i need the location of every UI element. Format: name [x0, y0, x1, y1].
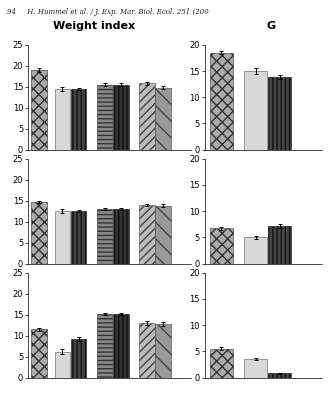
Bar: [113, 85, 129, 150]
Bar: [155, 88, 171, 150]
Bar: [210, 53, 233, 150]
Bar: [71, 211, 86, 264]
Bar: [139, 83, 155, 150]
Bar: [31, 202, 47, 264]
Text: Weight index: Weight index: [53, 21, 135, 31]
Bar: [210, 349, 233, 378]
Bar: [155, 324, 171, 378]
Bar: [54, 352, 70, 378]
Text: G: G: [266, 21, 275, 31]
Bar: [210, 228, 233, 264]
Bar: [97, 314, 113, 378]
Bar: [113, 209, 129, 264]
Text: 94     H. Hummel et al. / J. Exp. Mar. Biol. Ecol. 251 (200: 94 H. Hummel et al. / J. Exp. Mar. Biol.…: [7, 8, 208, 16]
Bar: [54, 211, 70, 264]
Bar: [268, 373, 291, 378]
Bar: [97, 85, 113, 150]
Bar: [113, 314, 129, 378]
Bar: [31, 329, 47, 378]
Bar: [97, 209, 113, 264]
Bar: [268, 226, 291, 264]
Bar: [155, 206, 171, 264]
Bar: [54, 89, 70, 150]
Bar: [268, 77, 291, 150]
Bar: [244, 237, 267, 264]
Bar: [71, 339, 86, 378]
Bar: [71, 89, 86, 150]
Bar: [244, 71, 267, 150]
Bar: [31, 70, 47, 150]
Bar: [244, 359, 267, 378]
Bar: [139, 323, 155, 378]
Bar: [139, 205, 155, 264]
